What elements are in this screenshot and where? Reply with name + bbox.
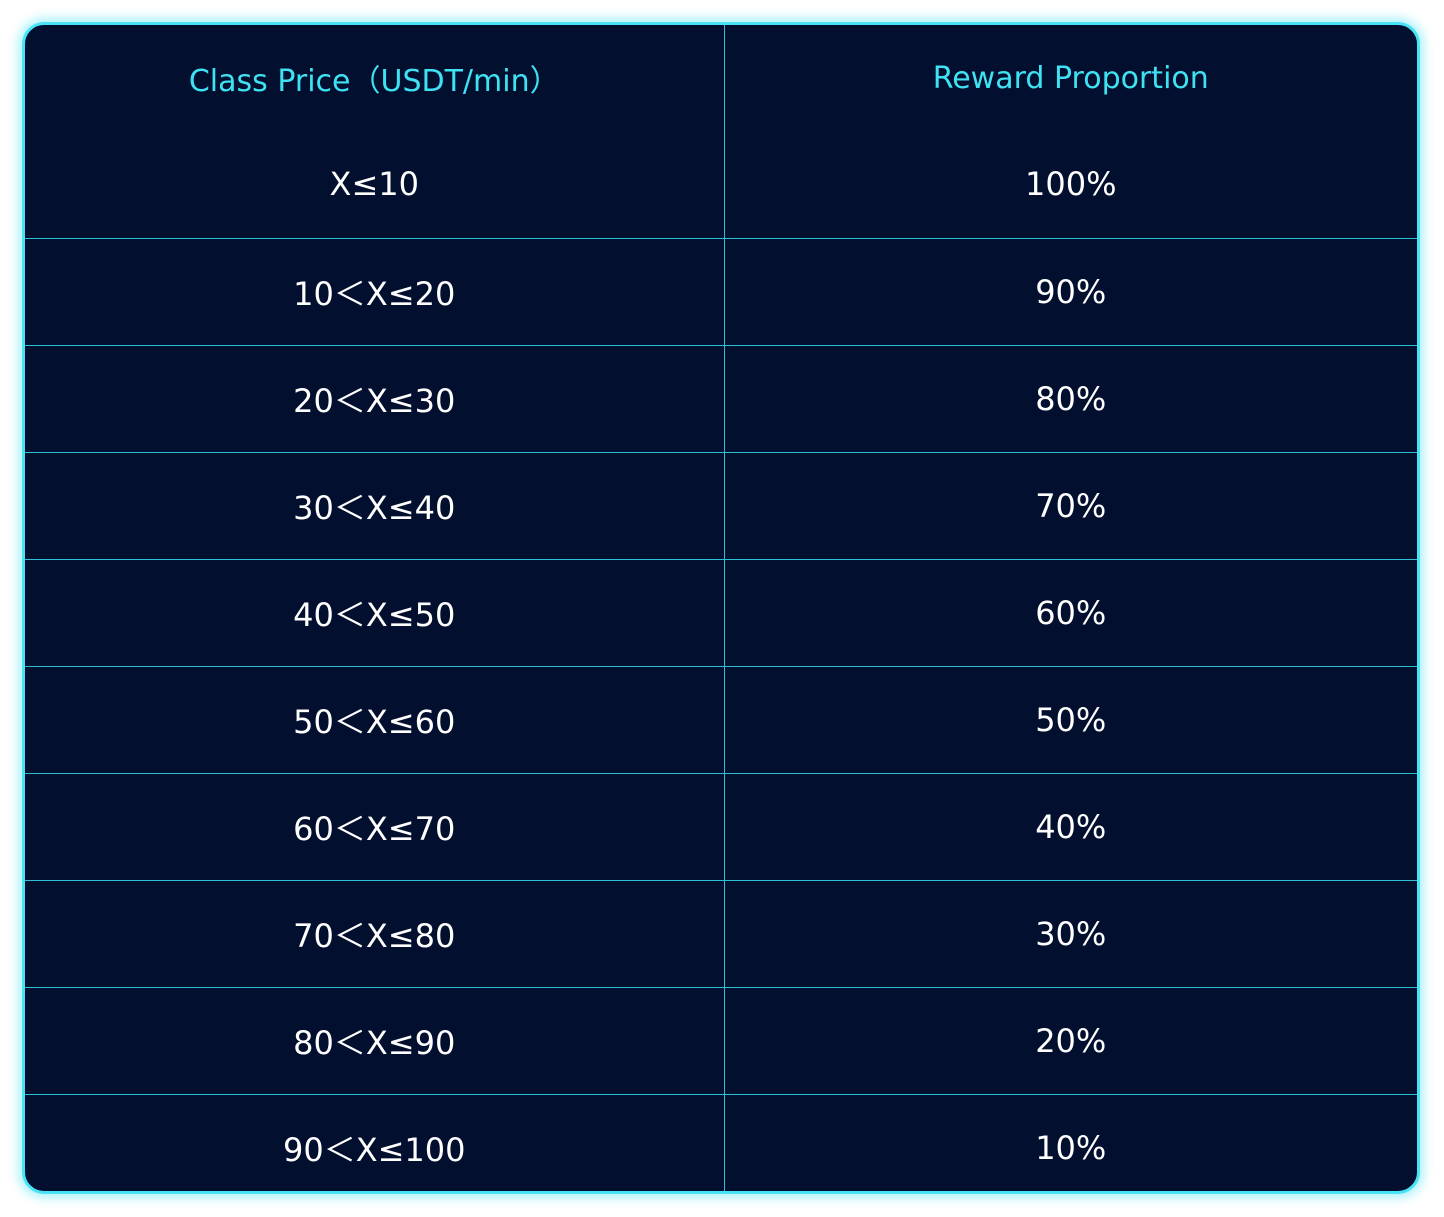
class-price-cell: 30＜X≤40 <box>25 451 724 559</box>
class-price-cell: 70＜X≤80 <box>25 879 724 987</box>
class-price-cell: 40＜X≤50 <box>25 558 724 666</box>
reward-proportion-cell: 50% <box>723 665 1417 773</box>
reward-proportion-cell: 40% <box>723 772 1417 880</box>
reward-proportion-cell: 30% <box>723 879 1417 987</box>
class-price-cell: 80＜X≤90 <box>25 986 724 1094</box>
table-row: 60＜X≤70 40% <box>25 772 1417 880</box>
reward-proportion-cell: 10% <box>723 1093 1417 1191</box>
reward-proportion-cell: 100% <box>723 131 1417 238</box>
reward-proportion-cell: 70% <box>723 451 1417 559</box>
header-reward-proportion: Reward Proportion <box>723 25 1417 131</box>
table-row: 30＜X≤40 70% <box>25 451 1417 559</box>
reward-proportion-cell: 60% <box>723 558 1417 666</box>
table-row: X≤10 100% <box>25 131 1417 238</box>
table-row: 10＜X≤20 90% <box>25 237 1417 345</box>
class-price-cell: X≤10 <box>329 165 419 204</box>
table-row: 50＜X≤60 50% <box>25 665 1417 773</box>
table-row: 80＜X≤90 20% <box>25 986 1417 1094</box>
class-price-cell: 10＜X≤20 <box>25 237 724 345</box>
reward-proportion-cell: 80% <box>723 344 1417 452</box>
table-header-row: Class Price（USDT/min） Reward Proportion <box>25 25 1417 131</box>
class-price-cell: 60＜X≤70 <box>25 772 724 880</box>
table-row: 70＜X≤80 30% <box>25 879 1417 987</box>
reward-proportion-table: Class Price（USDT/min） Reward Proportion … <box>25 25 1417 1191</box>
table-row: 20＜X≤30 80% <box>25 344 1417 452</box>
table-row: 40＜X≤50 60% <box>25 558 1417 666</box>
class-price-cell: 50＜X≤60 <box>25 665 724 773</box>
header-class-price: Class Price（USDT/min） <box>188 64 560 99</box>
reward-proportion-cell: 20% <box>723 986 1417 1094</box>
reward-proportion-cell: 90% <box>723 237 1417 345</box>
class-price-cell: 90＜X≤100 <box>25 1093 724 1191</box>
reward-table-frame: Class Price（USDT/min） Reward Proportion … <box>22 22 1420 1194</box>
class-price-cell: 20＜X≤30 <box>25 344 724 452</box>
table-row: 90＜X≤100 10% <box>25 1093 1417 1191</box>
